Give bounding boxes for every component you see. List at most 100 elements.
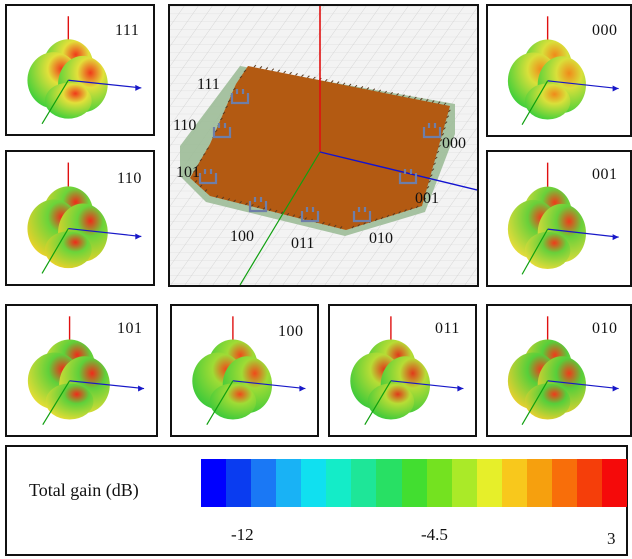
y-axis: [364, 380, 392, 425]
pattern-lobe: [367, 383, 415, 420]
radiation-pattern-011: [350, 316, 464, 425]
state-label-000: 000: [592, 22, 618, 39]
port-label-011: 011: [291, 235, 315, 252]
radiation-pattern-100: [192, 316, 306, 425]
tick-label-mid: -4.5: [421, 525, 448, 544]
pattern-panel-010: 010: [486, 304, 632, 437]
x-axis: [68, 79, 142, 89]
port-label-010: 010: [369, 230, 393, 247]
port-switch: [300, 207, 320, 223]
radiation-pattern-101: [27, 316, 145, 425]
x-axis-arrow: [135, 84, 142, 91]
port-label-100: 100: [230, 228, 254, 245]
gain-legend: Total gain (dB) -12 -4.5 3: [5, 445, 628, 556]
colorbar-cell: [201, 459, 227, 507]
radiation-pattern-111: [27, 16, 142, 125]
x-axis-arrow: [612, 234, 619, 241]
colorbar-cell: [351, 459, 377, 507]
x-axis: [319, 151, 477, 191]
colorbar-cell: [602, 459, 628, 507]
state-label-101: 101: [117, 320, 143, 337]
gain-colorbar: [201, 459, 628, 507]
x-axis-arrow: [135, 233, 142, 240]
x-axis: [547, 228, 619, 238]
port-label-101: 101: [176, 164, 200, 181]
y-axis: [239, 151, 321, 285]
y-axis: [521, 228, 549, 275]
y-axis: [521, 80, 549, 125]
state-label-110: 110: [117, 170, 142, 187]
pattern-panel-111: 111: [5, 4, 155, 136]
pattern-panel-001: 001: [486, 150, 632, 287]
x-axis: [232, 380, 306, 390]
colorbar-cell: [226, 459, 252, 507]
colorbar-cell: [301, 459, 327, 507]
port-switch: [398, 169, 418, 185]
pattern-lobe: [524, 383, 571, 420]
pattern-lobe: [44, 231, 92, 269]
colorbar-cell: [476, 459, 502, 507]
y-axis: [41, 228, 69, 274]
colorbar-cell: [326, 459, 352, 507]
port-switch: [212, 123, 232, 139]
port-label-000: 000: [442, 135, 466, 152]
state-label-010: 010: [592, 320, 618, 337]
state-label-001: 001: [592, 166, 618, 183]
colorbar-cell: [551, 459, 577, 507]
radiation-pattern-000: [507, 16, 619, 125]
y-axis: [521, 380, 549, 425]
tick-label-max: 3: [607, 529, 616, 548]
colorbar-cell: [576, 459, 602, 507]
pattern-panel-011: 011: [328, 304, 477, 437]
colorbar-cell: [401, 459, 427, 507]
colorbar-cell: [451, 459, 477, 507]
colorbar-cell: [426, 459, 452, 507]
x-axis-arrow: [612, 385, 619, 392]
pattern-panel-110: 110: [5, 150, 155, 286]
colorbar-cell: [526, 459, 552, 507]
legend-title: Total gain (dB): [29, 480, 139, 500]
port-label-110: 110: [173, 117, 197, 134]
colorbar-cell: [276, 459, 302, 507]
x-axis: [547, 80, 619, 90]
x-axis-arrow: [299, 385, 306, 392]
state-label-111: 111: [115, 22, 140, 39]
y-axis: [41, 79, 69, 125]
port-switches: [198, 89, 442, 223]
pattern-panel-101: 101: [5, 304, 158, 437]
port-switch: [248, 197, 268, 213]
y-axis: [42, 380, 71, 425]
tick-label-min: -12: [231, 525, 254, 544]
x-axis-arrow: [457, 385, 464, 392]
port-switch: [230, 89, 250, 105]
colorbar-cell: [376, 459, 402, 507]
port-switch: [198, 169, 218, 185]
antenna-model-panel: 111 110 101 100 011 010 001 000: [168, 4, 479, 287]
port-label-001: 001: [415, 190, 439, 207]
state-label-011: 011: [435, 320, 460, 337]
x-axis: [390, 380, 464, 390]
x-axis: [69, 380, 145, 390]
x-axis-arrow: [612, 85, 619, 92]
pattern-panel-100: 100: [170, 304, 319, 437]
port-switch: [352, 207, 372, 223]
port-label-111: 111: [197, 76, 220, 93]
port-switch: [422, 123, 442, 139]
radiation-pattern-001: [507, 162, 619, 275]
x-axis: [68, 227, 142, 238]
pattern-panel-000: 000: [486, 4, 632, 137]
colorbar-cell: [501, 459, 527, 507]
radiation-pattern-010: [507, 316, 619, 425]
colorbar-cell: [251, 459, 277, 507]
antenna-model: [170, 6, 477, 285]
pattern-lobe: [45, 383, 94, 420]
x-axis: [547, 380, 619, 390]
pattern-lobe: [44, 82, 92, 119]
state-label-100: 100: [278, 323, 304, 340]
pattern-lobe: [524, 231, 571, 270]
x-axis-arrow: [138, 385, 145, 392]
pattern-lobe: [209, 383, 257, 420]
radiation-pattern-110: [27, 162, 142, 274]
y-axis: [206, 380, 234, 425]
pattern-lobe: [524, 83, 571, 120]
